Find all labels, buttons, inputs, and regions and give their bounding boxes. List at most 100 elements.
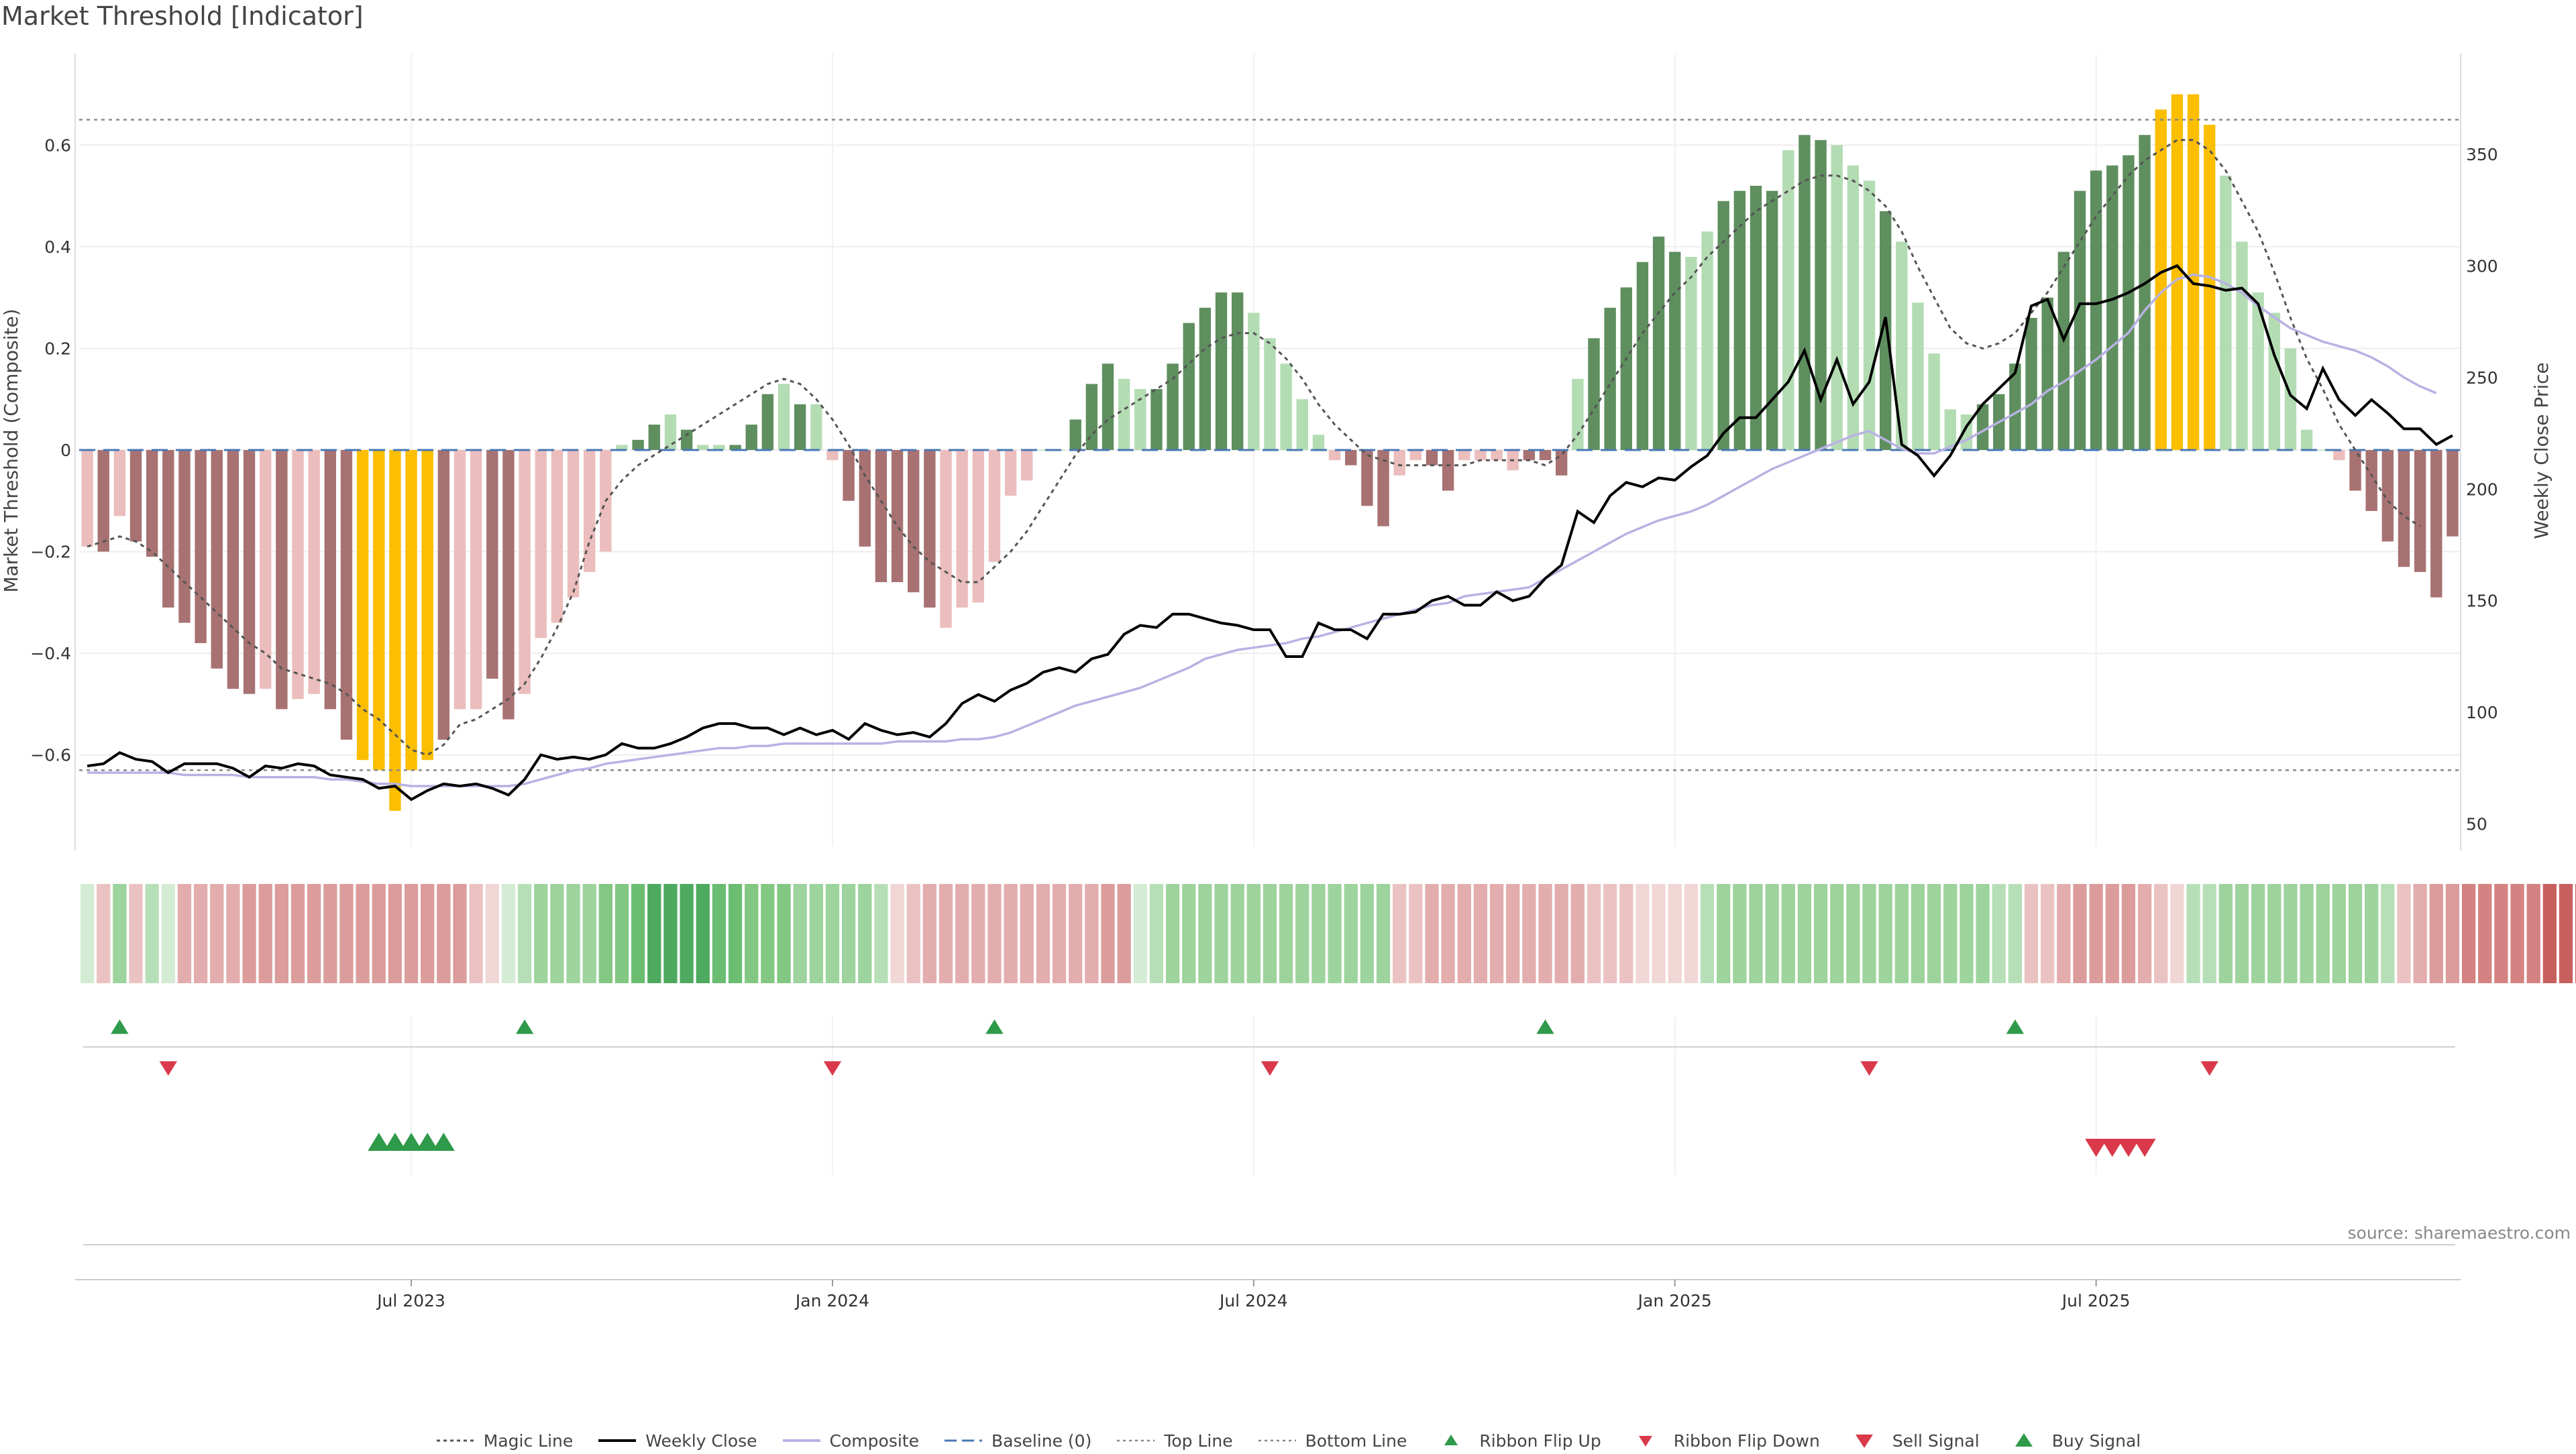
heat-strip-cell — [2300, 884, 2314, 983]
composite-bar — [2009, 364, 2021, 450]
heat-strip-cell — [421, 884, 435, 983]
heat-strip-cell — [1263, 884, 1277, 983]
composite-bar — [777, 384, 790, 450]
composite-bar — [502, 450, 515, 720]
heat-strip-cell — [1668, 884, 1682, 983]
legend-item: Top Line — [1116, 1431, 1233, 1451]
heat-strip-cell — [922, 884, 936, 983]
composite-bar — [1280, 364, 1292, 450]
composite-bar — [1815, 139, 1827, 451]
composite-bar — [178, 450, 191, 623]
x-tick-label: Jul 2025 — [2061, 1291, 2131, 1310]
composite-bar — [1733, 190, 1746, 450]
heat-strip-cell — [388, 884, 402, 983]
composite-bar — [2252, 292, 2264, 450]
composite-bar — [826, 450, 839, 461]
composite-bar — [1199, 307, 1212, 450]
heat-strip-cell — [1069, 884, 1083, 983]
composite-bar — [632, 439, 644, 450]
triangle-down-red-icon — [1638, 1436, 1652, 1447]
heat-strip-cell — [1960, 884, 1974, 983]
composite-bar — [308, 450, 320, 694]
right-tick-label: 250 — [2466, 368, 2498, 388]
heat-strip-cell — [598, 884, 613, 983]
composite-line — [87, 273, 2437, 787]
composite-bar — [2123, 155, 2135, 451]
heat-strip-cell — [1619, 884, 1633, 983]
composite-bar — [2300, 429, 2313, 450]
composite-bar — [519, 450, 531, 694]
legend-label: Top Line — [1164, 1431, 1233, 1451]
line-series — [79, 119, 2461, 801]
composite-bar — [324, 450, 337, 710]
legend-item: Sell Signal — [1844, 1431, 1980, 1451]
composite-bar — [437, 450, 450, 740]
composite-bar — [1863, 180, 1876, 450]
heat-strip-cell — [1360, 884, 1375, 983]
heat-strip-cell — [356, 884, 370, 983]
heat-strip-cell — [1295, 884, 1309, 983]
heat-strip-cell — [517, 884, 532, 983]
triangle-up-green-icon — [1444, 1435, 1458, 1445]
grid-layer — [79, 54, 2461, 1175]
heat-strip-cell — [80, 884, 95, 983]
legend-label: Bottom Line — [1305, 1431, 1407, 1451]
sell-signal-marker — [2133, 1139, 2156, 1157]
composite-bar — [1183, 323, 1195, 450]
heat-strip-cell — [501, 884, 516, 983]
heat-strip-cell — [1943, 884, 1957, 983]
ribbon-flip-down-marker — [823, 1061, 842, 1076]
ribbon-flip-up-marker — [1536, 1019, 1554, 1034]
heat-strip-cell — [2542, 884, 2557, 983]
heat-strip-cell — [1554, 884, 1568, 983]
heat-strip-cell — [1101, 884, 1115, 983]
legend-label: Ribbon Flip Down — [1673, 1431, 1820, 1451]
composite-bar — [1491, 450, 1503, 461]
heat-strip-cell — [2316, 884, 2330, 983]
heat-strip-cell — [2365, 884, 2379, 983]
heat-strip-cell — [1165, 884, 1180, 983]
heat-strip-cell — [1376, 884, 1391, 983]
composite-bar — [1799, 135, 1811, 450]
axes-layer: −0.6 −0.4 −0.2 0 0.2 0.4 0.6 50 100 150 200 250 300 3… — [30, 54, 2498, 850]
heat-strip-cell — [2526, 884, 2540, 983]
heat-strip-cell — [339, 884, 354, 983]
composite-bar — [113, 450, 126, 516]
heat-strip-cell — [404, 884, 419, 983]
heat-strip-cell — [1522, 884, 1536, 983]
heat-strip-cell — [728, 884, 743, 983]
composite-bar — [1069, 419, 1081, 450]
ribbon-flip-up-marker — [111, 1019, 129, 1034]
composite-bar — [2317, 450, 2329, 451]
composite-bar — [1409, 450, 1422, 461]
heat-strip-cell — [1149, 884, 1164, 983]
composite-bar — [211, 450, 223, 669]
heat-strip-cell — [1279, 884, 1293, 983]
composite-bar — [356, 450, 369, 761]
composite-bar — [1377, 450, 1389, 526]
heat-strip-cell — [2267, 884, 2282, 983]
left-tick-label: −0.2 — [30, 543, 71, 562]
heat-strip-cell — [582, 884, 596, 983]
solid-lavender-line-icon — [782, 1439, 820, 1442]
heat-strip-cell — [2381, 884, 2395, 983]
ribbon-flip-up-marker — [2006, 1019, 2025, 1034]
heat-strip-cell — [1506, 884, 1520, 983]
heat-strip-cell — [290, 884, 305, 983]
composite-bar — [810, 404, 822, 450]
heat-strip-cell — [1830, 884, 1844, 983]
heat-strip-cell — [938, 884, 953, 983]
composite-bar — [1393, 450, 1405, 476]
composite-bar — [567, 450, 580, 598]
composite-bar — [794, 404, 806, 450]
heat-strip-cell — [1117, 884, 1131, 983]
signal-markers — [83, 1019, 2455, 1245]
composite-bar — [1620, 287, 1632, 450]
heat-strip-cell — [1717, 884, 1731, 983]
composite-bar — [2381, 450, 2394, 542]
composite-bar — [389, 450, 401, 811]
heat-strip-cell — [1538, 884, 1552, 983]
composite-bar — [470, 450, 482, 710]
composite-bar — [1896, 241, 1908, 450]
